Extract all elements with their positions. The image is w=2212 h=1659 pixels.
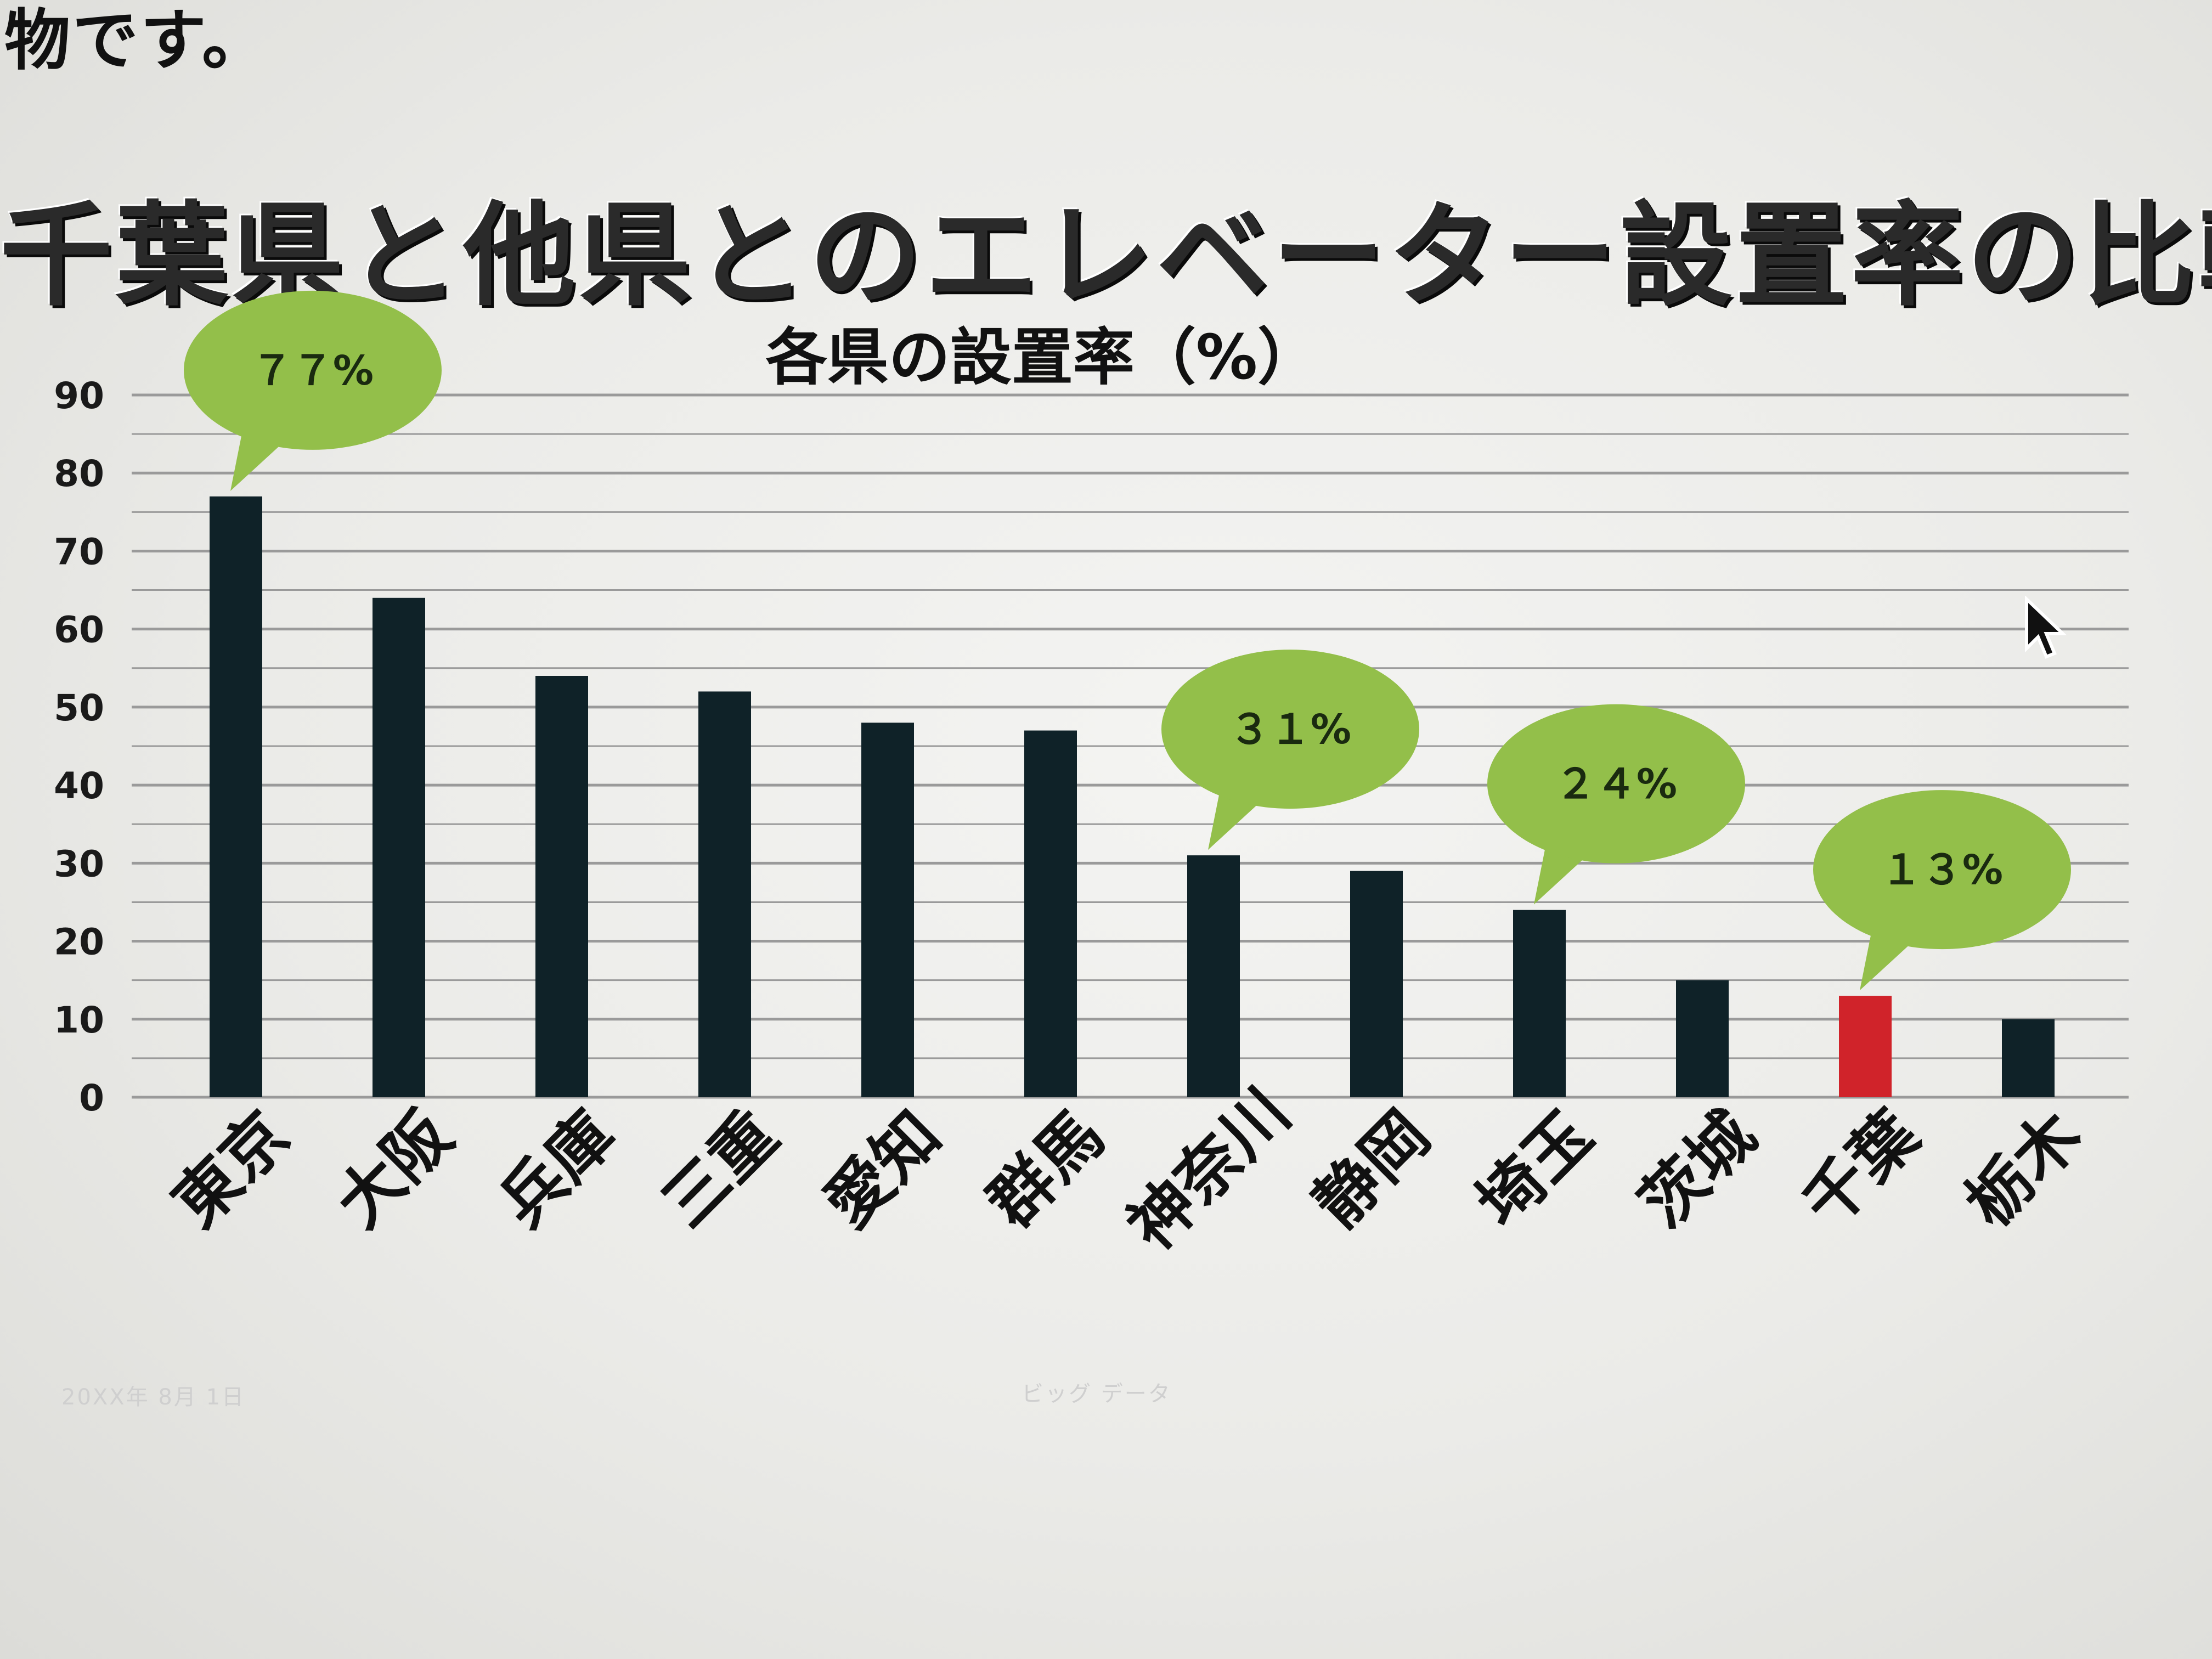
callout-bubble <box>184 290 442 450</box>
y-tick-label: 0 <box>79 1077 104 1119</box>
footer-text: ビッグ データ <box>1022 1381 1172 1407</box>
bar-神奈川 <box>1187 855 1240 1097</box>
x-tick-label: 群馬 <box>973 1097 1118 1242</box>
mouse-pointer-icon <box>2025 596 2067 659</box>
x-tick-label: 大阪 <box>321 1097 466 1242</box>
bars <box>210 496 2055 1097</box>
y-tick-label: 90 <box>54 375 104 417</box>
callout-千葉: １３% <box>1813 790 2071 991</box>
callout-神奈川: ３１% <box>1161 650 1419 850</box>
x-tick-label: 千葉 <box>1788 1096 1933 1242</box>
callout-label: ７７% <box>252 347 374 394</box>
bar-茨城 <box>1676 980 1729 1097</box>
callout-label: １３% <box>1881 847 2003 894</box>
y-tick-label: 60 <box>54 609 104 651</box>
callout-東京: ７７% <box>184 290 442 491</box>
y-tick-label: 50 <box>54 687 104 729</box>
x-tick-label: 栃木 <box>1951 1097 2096 1242</box>
y-tick-label: 80 <box>54 453 104 495</box>
bar-大阪 <box>373 597 425 1097</box>
x-tick-label: 静岡 <box>1299 1097 1444 1242</box>
bar-群馬 <box>1024 730 1077 1097</box>
callout-label: ３１% <box>1229 706 1351 753</box>
y-tick-label: 70 <box>54 531 104 573</box>
bar-千葉 <box>1839 996 1892 1097</box>
y-tick-label: 30 <box>54 843 104 885</box>
bar-東京 <box>210 496 262 1097</box>
callout-bubble <box>1813 790 2071 950</box>
x-tick-label: 神奈川 <box>1113 1074 1304 1265</box>
chart-subtitle: 各県の設置率（%） <box>766 322 1319 393</box>
y-tick-label: 10 <box>54 999 104 1041</box>
bar-兵庫 <box>535 676 588 1097</box>
x-tick-label: 三重 <box>647 1097 792 1242</box>
bar-静岡 <box>1350 871 1403 1097</box>
x-tick-label: 兵庫 <box>484 1097 629 1242</box>
y-tick-label: 20 <box>54 921 104 963</box>
x-tick-label: 東京 <box>159 1097 303 1242</box>
bar-三重 <box>698 691 751 1097</box>
cut-off-text: 物です。 <box>4 3 270 79</box>
x-tick-label: 茨城 <box>1625 1097 1770 1242</box>
bar-栃木 <box>2002 1019 2055 1097</box>
callout-label: ２４% <box>1555 761 1677 808</box>
bar-埼玉 <box>1513 910 1566 1097</box>
x-tick-label: 愛知 <box>810 1097 955 1242</box>
footer-date: 20XX年 8月 1日 <box>61 1385 246 1410</box>
callout-埼玉: ２４% <box>1487 704 1745 905</box>
gridlines <box>132 393 2129 1099</box>
callout-bubble <box>1487 704 1745 864</box>
x-tick-label: 埼玉 <box>1462 1097 1607 1242</box>
callout-bubble <box>1161 650 1419 809</box>
y-tick-label: 40 <box>54 765 104 807</box>
callout-bubbles: ７７% ３１% ２４% １３% <box>184 290 2071 991</box>
bar-愛知 <box>861 723 914 1097</box>
y-axis-ticks: 0 10 20 30 40 50 60 70 80 90 <box>54 375 104 1119</box>
